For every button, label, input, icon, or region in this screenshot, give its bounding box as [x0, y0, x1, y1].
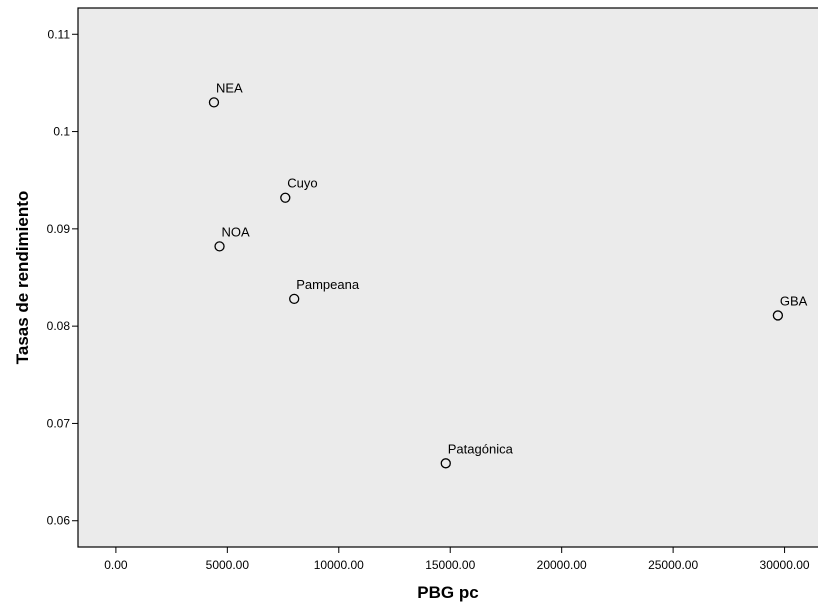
- x-tick-label: 25000.00: [648, 558, 698, 572]
- y-tick-label: 0.11: [48, 27, 71, 41]
- data-point: [772, 310, 784, 321]
- y-tick-label: 0.09: [47, 222, 71, 236]
- y-tick-label: 0.08: [47, 319, 71, 333]
- point-label: Cuyo: [287, 176, 317, 191]
- x-axis-ticks: 0.00 5000.00 10000.00 15000.00 20000.00 25000…: [104, 547, 810, 572]
- point-label: NEA: [216, 80, 243, 95]
- point-label: NOA: [222, 224, 251, 239]
- y-tick-label: 0.07: [47, 416, 71, 430]
- data-point: [440, 458, 451, 469]
- y-axis-ticks: 0.06 0.07 0.08 0.09 0.1 0.11: [47, 27, 78, 528]
- data-point: [208, 97, 220, 108]
- x-tick-label: 30000.00: [760, 558, 810, 572]
- point-label: Pampeana: [296, 277, 360, 292]
- x-tick-label: 20000.00: [537, 558, 587, 572]
- x-axis-title: PBG pc: [417, 583, 478, 602]
- point-label: Patagónica: [448, 441, 514, 456]
- y-axis-title: Tasas de rendimiento: [13, 191, 32, 365]
- data-point: [280, 192, 291, 203]
- x-tick-label: 0.00: [104, 558, 128, 572]
- x-tick-label: 5000.00: [206, 558, 250, 572]
- x-tick-label: 15000.00: [425, 558, 475, 572]
- plot-area: [77, 7, 818, 548]
- point-label: GBA: [780, 293, 808, 308]
- data-point: [289, 293, 300, 305]
- data-points: NEA Cuyo NOA Pampeana GBA Patagónica: [208, 80, 808, 469]
- x-tick-label: 10000.00: [314, 558, 364, 572]
- y-tick-label: 0.1: [53, 125, 70, 139]
- y-tick-label: 0.06: [47, 514, 71, 528]
- data-point: [214, 241, 225, 252]
